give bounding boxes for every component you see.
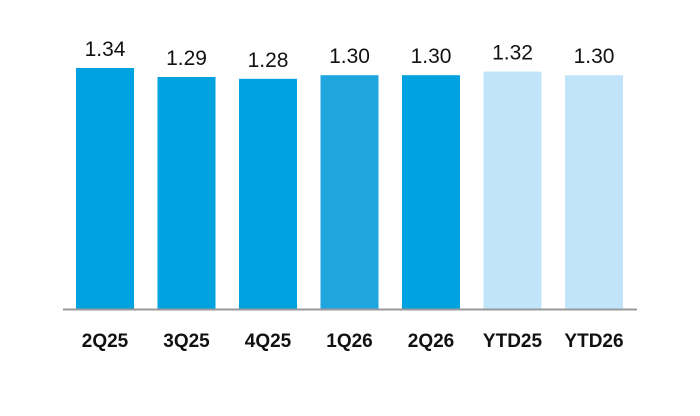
bar-3q25 (157, 77, 216, 309)
bar-2q25 (76, 68, 134, 309)
bars-group (76, 68, 623, 309)
value-label-3q25: 1.29 (166, 47, 207, 70)
category-label-1q26: 1Q26 (326, 331, 372, 352)
bar-ytd26 (565, 75, 623, 309)
category-label-3q25: 3Q25 (163, 331, 210, 352)
category-label-2q26: 2Q26 (408, 331, 454, 352)
value-label-ytd25: 1.32 (492, 42, 533, 65)
value-label-2q26: 1.30 (411, 45, 452, 68)
category-labels-group: 2Q25 3Q25 4Q25 1Q26 2Q26 YTD25 YTD26 (82, 331, 624, 352)
category-label-ytd26: YTD26 (564, 331, 623, 352)
category-label-2q25: 2Q25 (82, 331, 129, 352)
category-label-ytd25: YTD25 (483, 331, 543, 352)
value-label-2q25: 1.34 (85, 38, 126, 61)
value-label-4q25: 1.28 (248, 49, 289, 72)
bar-1q26 (320, 75, 379, 309)
value-labels-group: 1.34 1.29 1.28 1.30 1.30 1.32 1.30 (85, 38, 615, 72)
value-label-ytd26: 1.30 (574, 45, 615, 68)
category-label-4q25: 4Q25 (245, 331, 292, 352)
value-label-1q26: 1.30 (329, 45, 370, 68)
bar-ytd25 (483, 71, 542, 309)
bar-2q26 (402, 75, 460, 309)
bar-4q25 (239, 78, 297, 309)
